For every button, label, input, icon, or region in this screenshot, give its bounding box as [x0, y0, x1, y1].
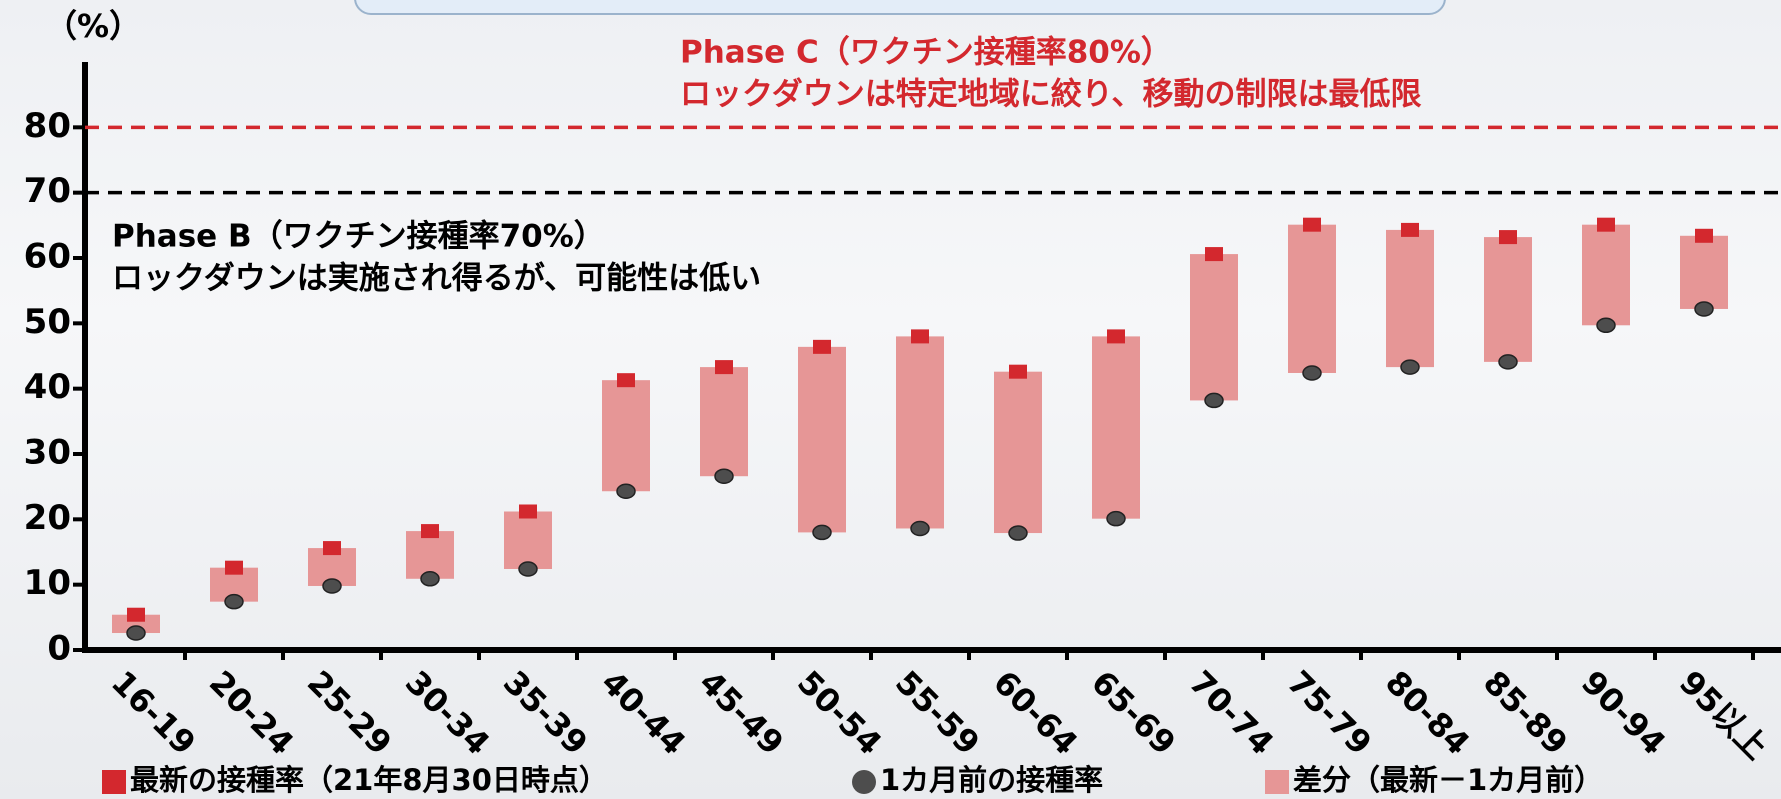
x-tick-label: 80-84	[1378, 663, 1477, 762]
prior-dot	[224, 593, 244, 610]
x-tick-label: 85-89	[1476, 663, 1575, 762]
prior-dot	[518, 561, 538, 577]
latest-marker	[519, 504, 537, 519]
diff-bar	[1386, 229, 1434, 368]
y-tick-label: 20	[24, 498, 71, 538]
diff-bar	[602, 380, 650, 492]
y-tick-label: 10	[24, 563, 71, 603]
prior-dot	[1008, 525, 1028, 541]
diff-bar	[896, 336, 944, 529]
prior-dot	[1204, 392, 1224, 409]
latest-marker	[323, 541, 341, 556]
legend-marker	[1265, 770, 1289, 794]
diff-bar	[1190, 254, 1238, 401]
annotation: Phase B（ワクチン接種率70%）	[112, 219, 605, 255]
x-tick-label: 90-94	[1574, 663, 1673, 762]
latest-marker	[1205, 247, 1223, 262]
latest-marker	[1597, 217, 1615, 232]
prior-dot	[616, 483, 636, 499]
latest-marker	[225, 560, 243, 575]
latest-marker	[1499, 230, 1517, 245]
diff-bar	[1680, 235, 1728, 309]
prior-dot	[910, 520, 930, 537]
x-tick-label: 25-29	[300, 663, 399, 762]
annotation: ロックダウンは実施され得るが、可能性は低い	[112, 261, 761, 297]
diff-bar	[1288, 224, 1336, 373]
prior-dot	[1694, 301, 1714, 317]
x-tick-label: 60-64	[986, 663, 1085, 762]
x-tick-label: 30-34	[398, 663, 497, 762]
diff-bar	[1092, 336, 1140, 519]
annotation: Phase C（ワクチン接種率80%）	[680, 35, 1172, 71]
x-tick-label: 75-79	[1280, 663, 1379, 762]
legend-label: 最新の接種率（21年8月30日時点）	[130, 763, 608, 797]
prior-dot	[1596, 317, 1616, 334]
prior-dot	[322, 578, 342, 594]
x-tick-label: 35-39	[496, 663, 595, 762]
diff-bar	[504, 511, 552, 569]
y-tick-label: 50	[24, 302, 71, 342]
latest-marker	[1107, 329, 1125, 344]
latest-marker	[127, 607, 145, 622]
x-tick-label: 65-69	[1084, 663, 1183, 762]
x-tick-label: 20-24	[202, 663, 301, 762]
prior-dot	[1302, 365, 1322, 381]
legend-label: 1カ月前の接種率	[880, 763, 1103, 797]
annotation: ロックダウンは特定地域に絞り、移動の制限は最低限	[680, 77, 1422, 113]
diff-bar	[1484, 237, 1532, 362]
diff-bar	[112, 614, 160, 634]
y-axis-label: （%）	[45, 7, 141, 45]
legend-label: 差分（最新－1カ月前）	[1293, 763, 1603, 797]
latest-marker	[1009, 364, 1027, 379]
latest-marker	[617, 373, 635, 388]
diff-bar	[406, 531, 454, 579]
prior-dot	[126, 625, 146, 641]
x-tick-label: 40-44	[594, 663, 693, 762]
prior-dot	[1498, 354, 1518, 370]
x-tick-label: 16-19	[104, 663, 203, 762]
diff-bar	[700, 367, 748, 477]
diff-bar	[798, 346, 846, 533]
x-tick-label: 45-49	[692, 663, 791, 762]
x-tick-label: 50-54	[790, 663, 889, 762]
prior-dot	[1106, 510, 1126, 527]
x-tick-label: 70-74	[1182, 663, 1281, 762]
x-tick-label: 55-59	[888, 663, 987, 762]
latest-marker	[911, 329, 929, 344]
latest-marker	[1401, 222, 1419, 237]
diff-bar	[1582, 224, 1630, 326]
latest-marker	[1303, 217, 1321, 232]
prior-dot	[812, 524, 832, 541]
x-tick-label: 95以上	[1672, 663, 1776, 767]
y-tick-label: 0	[47, 629, 71, 669]
latest-marker	[813, 339, 831, 354]
latest-marker	[421, 524, 439, 539]
y-tick-label: 30	[24, 433, 71, 473]
legend-marker	[102, 770, 126, 794]
latest-marker	[715, 360, 733, 375]
prior-dot	[420, 571, 440, 587]
diff-bar	[994, 371, 1042, 534]
legend-marker	[852, 770, 876, 794]
prior-dot	[714, 468, 734, 484]
header-box	[354, 0, 1446, 15]
y-tick-label: 40	[24, 367, 71, 407]
prior-dot	[1400, 359, 1420, 375]
latest-marker	[1695, 228, 1713, 243]
y-tick-label: 60	[24, 237, 71, 277]
y-tick-label: 70	[24, 171, 71, 211]
y-tick-label: 80	[24, 106, 71, 146]
